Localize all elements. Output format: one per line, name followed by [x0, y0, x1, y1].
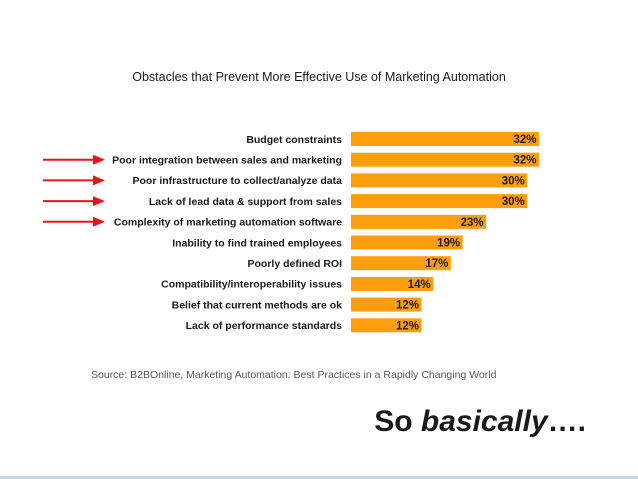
footer-line	[0, 476, 638, 479]
bar	[351, 276, 434, 291]
value-label: 32%	[513, 134, 536, 146]
category-label: Lack of performance standards	[186, 320, 343, 332]
category-label: Poor integration between sales and marke…	[112, 155, 342, 167]
bar	[351, 235, 463, 250]
category-label: Budget constraints	[246, 134, 342, 146]
category-label: Belief that current methods are ok	[172, 299, 343, 311]
bar	[351, 214, 487, 229]
bar	[351, 318, 422, 333]
tagline: So basically….	[374, 405, 586, 439]
bar-chart: Budget constraints 32% Poor integration be…	[43, 132, 539, 333]
highlight-arrow	[43, 216, 105, 227]
value-label: 19%	[437, 238, 460, 250]
bar	[351, 297, 422, 312]
value-label: 14%	[408, 279, 431, 291]
bar	[351, 152, 539, 167]
bar	[351, 173, 528, 188]
value-label: 23%	[461, 217, 484, 229]
tagline-lead: So	[374, 405, 421, 438]
highlight-arrow	[43, 175, 105, 186]
source-note: Source: B2BOnline, Marketing Automation:…	[91, 369, 497, 381]
value-label: 32%	[513, 155, 536, 167]
value-label: 12%	[396, 300, 419, 312]
bar	[351, 194, 528, 209]
bar	[351, 132, 539, 146]
category-label: Poor infrastructure to collect/analyze d…	[133, 175, 343, 187]
tagline-trail: ….	[547, 405, 586, 438]
value-label: 12%	[396, 320, 419, 332]
value-label: 30%	[502, 196, 525, 208]
value-label: 17%	[425, 258, 448, 270]
category-label: Complexity of marketing automation softw…	[114, 217, 342, 229]
value-label: 30%	[502, 175, 525, 187]
category-label: Poorly defined ROI	[247, 258, 342, 270]
category-label: Compatibility/interoperability issues	[161, 279, 342, 291]
chart-title: Obstacles that Prevent More Effective Us…	[132, 70, 506, 84]
tagline-emphasis: basically	[420, 405, 548, 438]
highlight-arrow	[43, 154, 105, 165]
highlight-arrow	[43, 196, 105, 207]
category-label: Lack of lead data & support from sales	[149, 196, 342, 208]
bar	[351, 256, 451, 271]
category-label: Inability to find trained employees	[172, 237, 342, 249]
